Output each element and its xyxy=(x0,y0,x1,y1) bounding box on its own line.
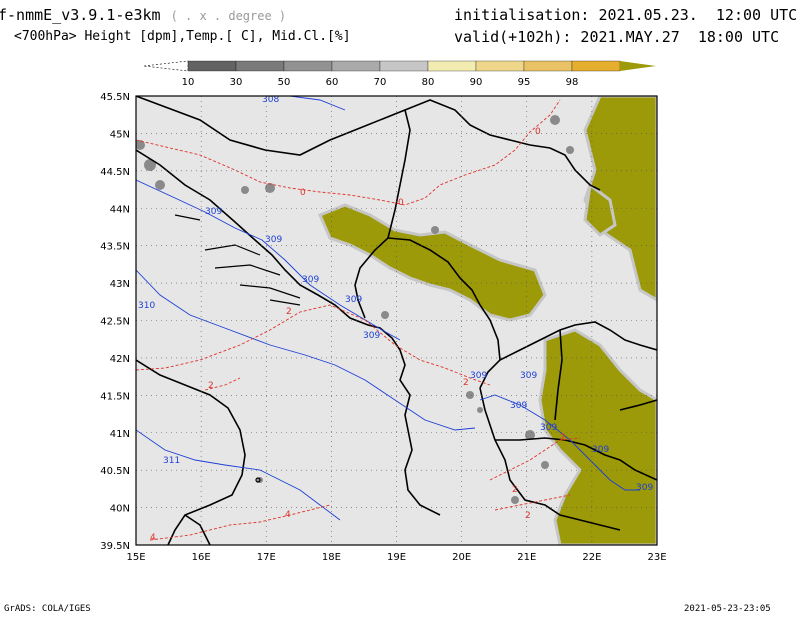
height-label-311: 311 xyxy=(163,456,180,466)
map-content: 308 309 309 309 309 309 310 311 309 309 … xyxy=(136,95,657,545)
height-label-309i: 309 xyxy=(540,423,557,433)
colorbar-label: 70 xyxy=(374,77,387,88)
longitude-label: 23E xyxy=(647,552,666,563)
height-label-309c: 309 xyxy=(302,275,319,285)
colorbar-low-arrow xyxy=(143,60,189,72)
longitude-label: 15E xyxy=(126,552,145,563)
model-title: f-nmmE_v3.9.1-e3km ( . x . degree ) xyxy=(0,6,286,24)
longitude-label: 20E xyxy=(452,552,471,563)
temp-label-2c: 2 xyxy=(463,378,469,388)
height-label-309f: 309 xyxy=(470,371,487,381)
colorbar-label: 90 xyxy=(470,77,483,88)
cloud-cover xyxy=(318,96,657,545)
temp-label-2: 2 xyxy=(286,307,292,317)
model-name: f-nmmE_v3.9.1-e3km xyxy=(0,6,161,24)
valid-time: valid(+102h): 2021.MAY.27 18:00 UTC xyxy=(454,28,780,46)
latitude-label: 40.5N xyxy=(100,466,130,477)
colorbar-label: 60 xyxy=(326,77,339,88)
temp-label-0b: 0 xyxy=(398,198,404,208)
latitude-label: 45N xyxy=(110,129,130,140)
longitude-label: 18E xyxy=(322,552,341,563)
colorbar: 10 30 50 60 70 80 90 95 98 xyxy=(143,60,656,88)
latitude-label: 41N xyxy=(110,429,130,440)
colorbar-swatch xyxy=(283,60,333,72)
temp-label-4b: 4 xyxy=(150,533,156,543)
height-label-309e: 309 xyxy=(363,331,380,341)
longitude-label: 17E xyxy=(257,552,276,563)
longitude-label: 21E xyxy=(517,552,536,563)
colorbar-label: 80 xyxy=(422,77,435,88)
colorbar-high-arrow xyxy=(620,61,656,71)
latitude-label: 43N xyxy=(110,279,130,290)
latitude-label: 41.5N xyxy=(100,391,130,402)
latitude-label: 39.5N xyxy=(100,541,130,552)
colorbar-swatch xyxy=(571,60,621,72)
temp-label-2b: 2 xyxy=(208,381,214,391)
longitude-label: 16E xyxy=(192,552,211,563)
colorbar-swatch xyxy=(523,60,573,72)
latitude-label: 40N xyxy=(110,504,130,515)
cloud-specks xyxy=(136,115,574,504)
longitude-labels: 15E 16E 17E 18E 19E 20E 21E 22E 23E xyxy=(126,552,666,563)
colorbar-label: 50 xyxy=(278,77,291,88)
colorbar-swatch xyxy=(379,60,429,72)
height-label-309: 309 xyxy=(205,207,222,217)
colorbar-swatch xyxy=(187,60,237,72)
colorbar-swatch xyxy=(235,60,285,72)
lat-lon-grid xyxy=(136,96,657,545)
height-label-309g: 309 xyxy=(510,401,527,411)
height-label-309b: 309 xyxy=(265,235,282,245)
longitude-label: 19E xyxy=(387,552,406,563)
coastlines-borders xyxy=(136,96,657,545)
temp-label-2e: 2 xyxy=(512,485,518,495)
grads-credit: GrADS: COLA/IGES xyxy=(4,604,91,614)
height-label-309k: 309 xyxy=(636,483,653,493)
colorbar-swatch xyxy=(427,60,477,72)
colorbar-label: 10 xyxy=(182,77,195,88)
latitude-label: 42N xyxy=(110,354,130,365)
latitude-label: 45.5N xyxy=(100,92,130,103)
contour-labels: 308 309 309 309 309 309 310 311 309 309 … xyxy=(138,95,653,543)
latitude-label: 42.5N xyxy=(100,317,130,328)
colorbar-label: 98 xyxy=(566,77,579,88)
height-label-309h: 309 xyxy=(520,371,537,381)
colorbar-label: 30 xyxy=(230,77,243,88)
grid-note: ( . x . degree ) xyxy=(170,9,287,23)
temp-label-2f: 2 xyxy=(525,511,531,521)
temp-label-0c: 0 xyxy=(535,127,541,137)
temp-label-4: 4 xyxy=(285,510,291,520)
map-frame xyxy=(135,95,658,546)
colorbar-swatch xyxy=(475,60,525,72)
height-label-309d: 309 xyxy=(345,295,362,305)
render-timestamp: 2021-05-23-23:05 xyxy=(684,604,771,614)
field-description: <700hPa> Height [dpm],Temp.[ C], Mid.Cl.… xyxy=(14,29,351,44)
temp-label-0: 0 xyxy=(300,188,306,198)
height-label-308: 308 xyxy=(262,95,279,105)
temp-label-2d: 2 xyxy=(560,433,566,443)
latitude-label: 44N xyxy=(110,204,130,215)
latitude-label: 44.5N xyxy=(100,167,130,178)
dalmatian-islands xyxy=(174,214,301,483)
initialisation-time: initialisation: 2021.05.23. 12:00 UTC xyxy=(454,6,798,24)
temperature-contours xyxy=(136,99,581,541)
height-label-310: 310 xyxy=(138,301,155,311)
latitude-label: 43.5N xyxy=(100,242,130,253)
latitude-labels: 45.5N 45N 44.5N 44N 43.5N 43N 42.5N 42N 41.5N 41N… xyxy=(100,92,130,552)
longitude-label: 22E xyxy=(582,552,601,563)
colorbar-label: 95 xyxy=(518,77,531,88)
height-label-309j: 309 xyxy=(592,445,609,455)
colorbar-swatch xyxy=(331,60,381,72)
height-contours xyxy=(136,96,640,521)
